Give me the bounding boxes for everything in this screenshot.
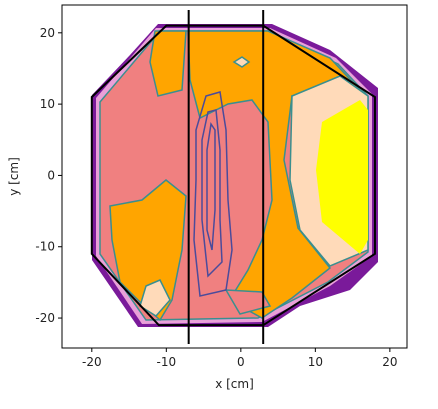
outline	[90, 24, 376, 327]
contour-line	[201, 109, 223, 278]
y-tick-label: -20	[35, 311, 55, 325]
contour-line	[193, 91, 233, 297]
axes-frame	[61, 4, 408, 349]
x-tick-label: 10	[308, 355, 323, 369]
x-axis-label: x [cm]	[215, 377, 254, 391]
y-axis-label: y [cm]	[7, 157, 21, 196]
y-tick-label: 0	[47, 168, 55, 182]
x-tick-label: 20	[382, 355, 397, 369]
x-tick-label: -20	[82, 355, 102, 369]
x-tick-label: -10	[157, 355, 177, 369]
y-tick-label: 10	[40, 97, 55, 111]
y-tick-label: 20	[40, 26, 55, 40]
contour-orange	[149, 30, 187, 97]
contour-salmon	[224, 289, 272, 315]
contour-yellow	[316, 100, 368, 254]
contour-peach	[139, 279, 171, 317]
contour-line	[206, 121, 216, 251]
y-tick-label: -10	[35, 240, 55, 254]
contour-orange	[109, 179, 187, 322]
contour-peach	[232, 56, 251, 68]
contour-fills	[92, 24, 378, 327]
x-tick-label: 0	[237, 355, 245, 369]
